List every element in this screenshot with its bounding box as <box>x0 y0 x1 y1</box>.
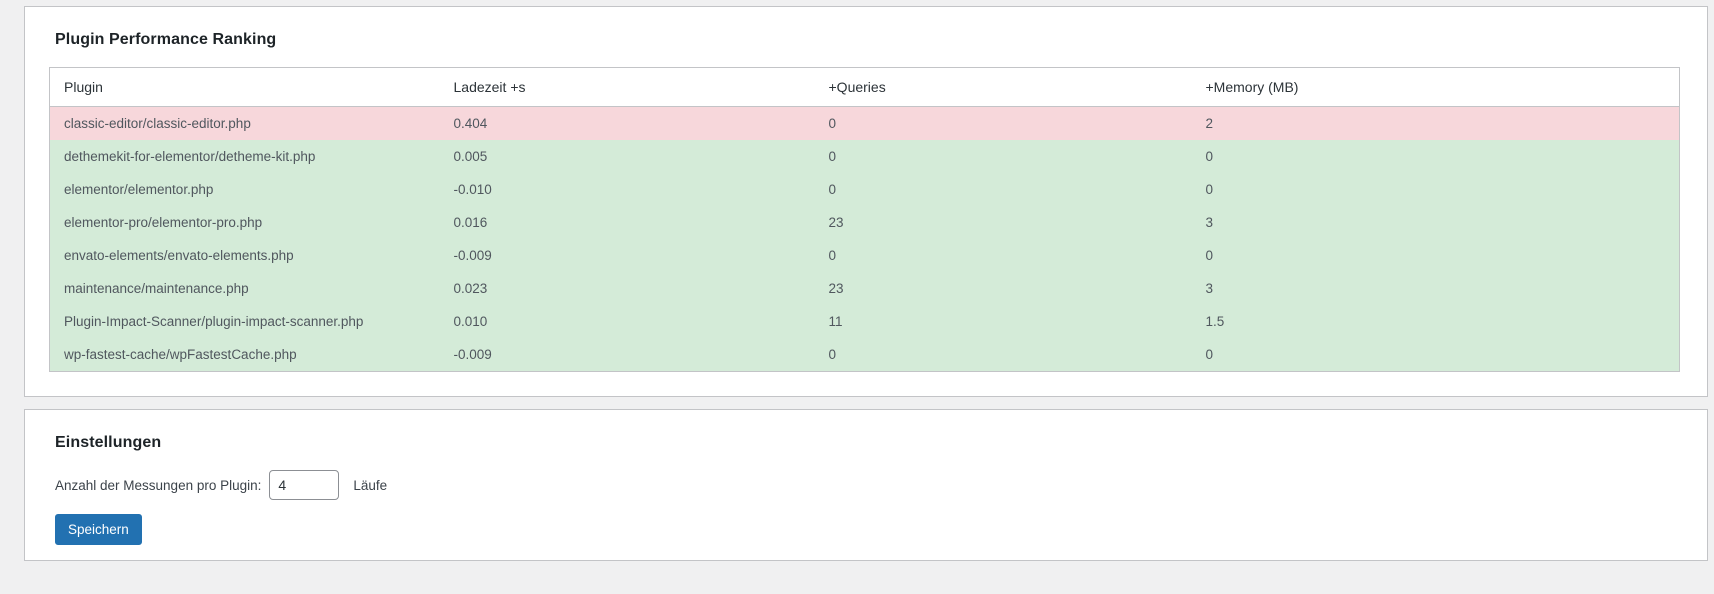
cell-memory: 3 <box>1191 206 1680 239</box>
table-header-row: Plugin Ladezeit +s +Queries +Memory (MB) <box>49 67 1680 107</box>
cell-memory: 2 <box>1191 106 1680 140</box>
settings-title: Einstellungen <box>55 434 162 451</box>
column-header-queries[interactable]: +Queries <box>814 67 1192 107</box>
runs-label: Anzahl der Messungen pro Plugin: <box>55 477 262 493</box>
table-row: envato-elements/envato-elements.php -0.00… <box>49 239 1680 272</box>
plugin-performance-ranking-card: Plugin Performance Ranking Plugin Ladeze… <box>24 6 1708 397</box>
cell-queries: 0 <box>814 338 1192 372</box>
cell-queries: 0 <box>814 106 1192 140</box>
cell-queries: 0 <box>814 173 1192 206</box>
cell-plugin: classic-editor/classic-editor.php <box>49 106 440 140</box>
page-title: Plugin Performance Ranking <box>55 31 277 48</box>
column-header-plugin[interactable]: Plugin <box>49 67 440 107</box>
column-header-load[interactable]: Ladezeit +s <box>439 67 815 107</box>
cell-load: -0.010 <box>439 173 815 206</box>
cell-load: 0.005 <box>439 140 815 173</box>
cell-load: -0.009 <box>439 338 815 372</box>
cell-queries: 23 <box>814 206 1192 239</box>
cell-memory: 0 <box>1191 140 1680 173</box>
runs-input[interactable] <box>269 470 340 500</box>
cell-plugin: maintenance/maintenance.php <box>49 272 440 305</box>
cell-load: 0.404 <box>439 106 815 140</box>
cell-load: 0.023 <box>439 272 815 305</box>
admin-page: Plugin Performance Ranking Plugin Ladeze… <box>24 6 1708 561</box>
table-body: classic-editor/classic-editor.php 0.404 0 2… <box>49 106 1680 372</box>
cell-queries: 0 <box>814 140 1192 173</box>
cell-memory: 1.5 <box>1191 305 1680 338</box>
runs-setting-row: Anzahl der Messungen pro Plugin: Läufe <box>55 470 1683 500</box>
cell-plugin: envato-elements/envato-elements.php <box>49 239 440 272</box>
table-row: Plugin-Impact-Scanner/plugin-impact-scan… <box>49 305 1680 338</box>
column-header-memory[interactable]: +Memory (MB) <box>1191 67 1680 107</box>
settings-card: Einstellungen Anzahl der Messungen pro P… <box>24 409 1708 561</box>
cell-load: 0.010 <box>439 305 815 338</box>
save-button[interactable]: Speichern <box>55 514 142 545</box>
cell-plugin: elementor/elementor.php <box>49 173 440 206</box>
cell-memory: 3 <box>1191 272 1680 305</box>
table-row: wp-fastest-cache/wpFastestCache.php -0.00… <box>49 338 1680 372</box>
table-header: Plugin Ladezeit +s +Queries +Memory (MB) <box>49 67 1680 107</box>
table-row: classic-editor/classic-editor.php 0.404 0 2 <box>49 106 1680 140</box>
cell-queries: 23 <box>814 272 1192 305</box>
table-row: maintenance/maintenance.php 0.023 23 3 <box>49 272 1680 305</box>
plugin-performance-table: Plugin Ladezeit +s +Queries +Memory (MB)… <box>49 67 1680 372</box>
cell-plugin: wp-fastest-cache/wpFastestCache.php <box>49 338 440 372</box>
cell-plugin: Plugin-Impact-Scanner/plugin-impact-scan… <box>49 305 440 338</box>
cell-memory: 0 <box>1191 173 1680 206</box>
cell-plugin: dethemekit-for-elementor/detheme-kit.php <box>49 140 440 173</box>
cell-plugin: elementor-pro/elementor-pro.php <box>49 206 440 239</box>
runs-unit-label: Läufe <box>353 477 388 493</box>
table-row: dethemekit-for-elementor/detheme-kit.php… <box>49 140 1680 173</box>
cell-memory: 0 <box>1191 239 1680 272</box>
table-row: elementor/elementor.php -0.010 0 0 <box>49 173 1680 206</box>
cell-memory: 0 <box>1191 338 1680 372</box>
cell-load: 0.016 <box>439 206 815 239</box>
cell-queries: 0 <box>814 239 1192 272</box>
cell-load: -0.009 <box>439 239 815 272</box>
table-row: elementor-pro/elementor-pro.php 0.016 23 3 <box>49 206 1680 239</box>
cell-queries: 11 <box>814 305 1192 338</box>
